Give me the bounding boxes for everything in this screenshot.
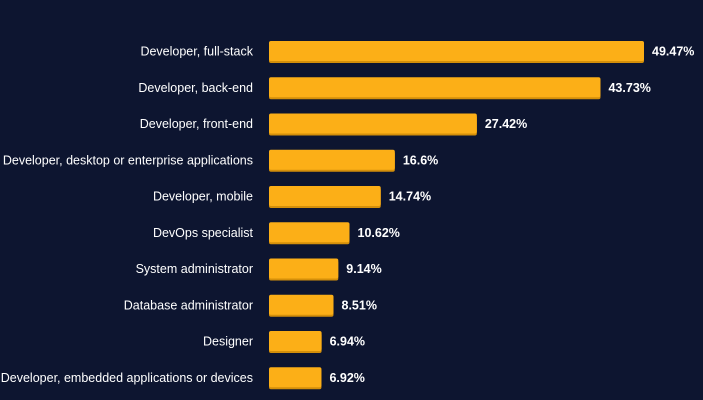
value-label: 27.42% [485,117,527,131]
category-label: Database administrator [124,298,253,312]
value-label: 10.62% [358,226,400,240]
category-label: DevOps specialist [153,226,254,240]
category-label: System administrator [136,262,253,276]
bar [269,294,334,315]
category-label: Developer, mobile [153,190,253,204]
category-label: Developer, desktop or enterprise applica… [3,153,253,167]
bar [269,331,322,351]
bar [269,149,395,170]
value-label: 8.51% [342,298,377,312]
category-label: Developer, back-end [138,81,253,95]
bar [269,186,381,206]
value-label: 9.14% [346,262,381,276]
value-label: 16.6% [403,153,438,167]
value-label: 43.73% [608,81,650,95]
category-label: Developer, full-stack [140,45,253,59]
value-label: 6.92% [329,371,364,385]
value-label: 14.74% [389,190,431,204]
bar [269,113,477,134]
value-label: 6.94% [330,335,365,349]
bar [269,367,322,388]
labels-layer: Developer, full-stack 49.47% Developer, ba… [1,45,695,385]
bar [269,41,644,61]
bar [269,77,601,98]
bar [269,258,339,279]
category-label: Developer, embedded applications or devi… [1,371,253,385]
value-label: 49.47% [652,45,694,59]
bar [269,222,350,243]
category-label: Developer, front-end [140,117,253,131]
category-label: Designer [203,335,253,349]
bars-layer [269,41,644,390]
